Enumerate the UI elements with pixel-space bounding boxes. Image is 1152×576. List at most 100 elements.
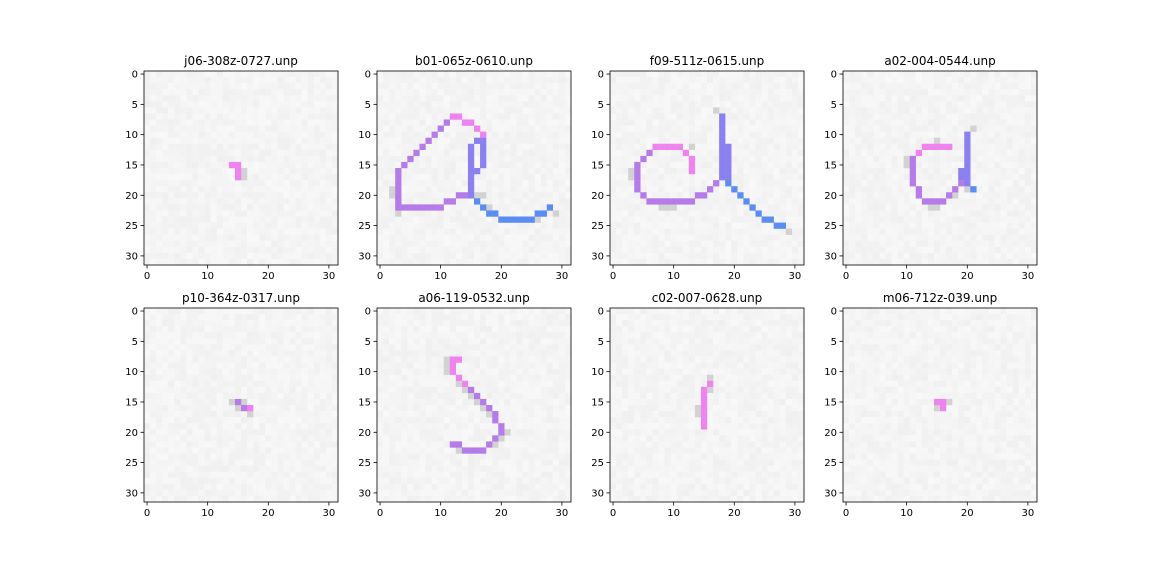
pixel-cell — [616, 204, 623, 211]
pixel-cell — [694, 101, 702, 108]
pixel-cell — [498, 137, 505, 144]
pixel-cell — [216, 216, 224, 223]
pixel-cell — [383, 192, 390, 199]
pixel-cell — [719, 258, 726, 266]
pixel-cell — [234, 308, 242, 315]
pixel-cell — [162, 186, 169, 193]
pixel-cell — [301, 380, 308, 388]
pixel-cell — [307, 186, 314, 193]
pixel-cell — [144, 204, 151, 211]
pixel-cell — [504, 143, 511, 151]
pixel-cell — [313, 338, 321, 345]
pixel-cell — [486, 180, 493, 187]
pixel-cell — [1024, 71, 1032, 78]
pixel-cell — [431, 71, 438, 78]
shadow-pixel — [964, 186, 971, 193]
pixel-cell — [658, 161, 665, 169]
pixel-cell — [271, 368, 278, 375]
pixel-cell — [958, 89, 965, 96]
pixel-cell — [150, 143, 157, 151]
pixel-cell — [791, 174, 799, 181]
pixel-cell — [988, 155, 995, 163]
pixel-cell — [504, 95, 511, 102]
pixel-cell — [719, 180, 726, 187]
pixel-cell — [210, 417, 217, 424]
pixel-cell — [449, 192, 457, 199]
pixel-cell — [879, 137, 886, 144]
pixel-cell — [964, 240, 971, 248]
pixel-cell — [964, 107, 971, 114]
pixel-cell — [319, 398, 327, 406]
pixel-cell — [921, 95, 929, 102]
pixel-cell — [791, 216, 799, 223]
pixel-cell — [307, 198, 314, 205]
pixel-cell — [401, 168, 408, 175]
pixel-cell — [640, 246, 647, 254]
pixel-cell — [534, 252, 541, 260]
pixel-cell — [492, 95, 499, 102]
stroke-pixel — [407, 204, 414, 211]
pixel-cell — [1030, 143, 1038, 151]
pixel-cell — [443, 168, 450, 175]
pixel-cell — [174, 168, 181, 175]
pixel-cell — [761, 101, 768, 108]
pixel-cell — [162, 320, 169, 327]
pixel-cell — [395, 246, 402, 254]
pixel-cell — [879, 71, 886, 78]
pixel-cell — [492, 258, 499, 266]
pixel-cell — [564, 240, 572, 248]
pixel-cell — [162, 222, 169, 229]
pixel-cell — [401, 119, 408, 126]
pixel-cell — [144, 107, 151, 114]
pixel-cell — [688, 101, 696, 108]
pixel-cell — [395, 222, 402, 229]
pixel-cell — [277, 125, 284, 132]
pixel-cell — [150, 95, 157, 102]
pixel-cell — [737, 143, 744, 151]
pixel-cell — [443, 143, 450, 151]
pixel-cell — [921, 240, 929, 248]
pixel-cell — [534, 222, 541, 229]
pixel-cell — [958, 240, 965, 248]
pixel-cell — [210, 392, 217, 400]
pixel-cell — [413, 240, 420, 248]
pixel-cell — [522, 180, 529, 187]
pixel-cell — [247, 89, 254, 96]
pixel-cell — [891, 180, 898, 187]
pixel-cell — [1018, 137, 1026, 144]
pixel-cell — [295, 374, 302, 381]
pixel-cell — [670, 252, 677, 260]
pixel-cell — [946, 155, 953, 163]
pixel-cell — [1006, 204, 1013, 211]
pixel-cell — [564, 216, 572, 223]
pixel-cell — [534, 137, 541, 144]
pixel-cell — [779, 186, 787, 193]
pixel-cell — [319, 137, 327, 144]
pixel-cell — [891, 83, 898, 90]
pixel-cell — [713, 222, 720, 229]
pixel-cell — [1024, 258, 1032, 266]
pixel-cell — [180, 338, 187, 345]
pixel-cell — [558, 228, 566, 235]
pixel-cell — [909, 143, 916, 151]
pixel-cell — [192, 356, 199, 363]
pixel-cell — [277, 332, 284, 339]
pixel-cell — [413, 131, 420, 138]
pixel-cell — [743, 228, 750, 235]
pixel-cell — [186, 210, 193, 217]
pixel-cell — [425, 155, 432, 163]
pixel-cell — [247, 137, 254, 144]
pixel-cell — [204, 380, 211, 388]
pixel-cell — [180, 192, 187, 199]
pixel-cell — [461, 186, 469, 193]
pixel-cell — [700, 216, 708, 223]
pixel-cell — [228, 356, 236, 363]
pixel-cell — [307, 258, 314, 266]
pixel-cell — [467, 83, 475, 90]
pixel-cell — [204, 137, 211, 144]
pixel-cell — [180, 71, 187, 78]
pixel-cell — [180, 155, 187, 163]
pixel-cell — [186, 95, 193, 102]
pixel-cell — [174, 252, 181, 260]
pixel-cell — [616, 131, 623, 138]
